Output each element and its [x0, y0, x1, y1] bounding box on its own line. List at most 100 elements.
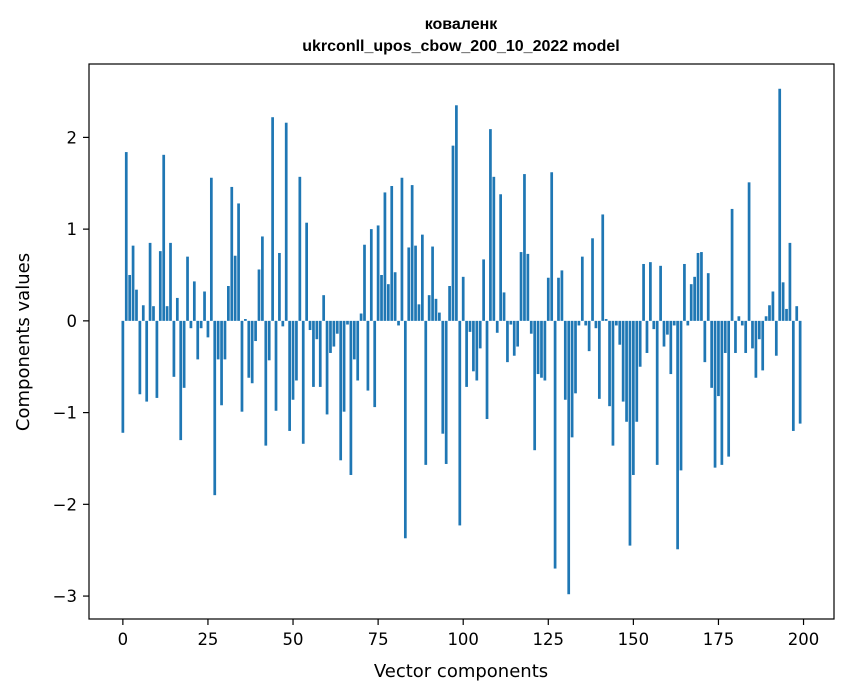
bar: [305, 222, 308, 321]
bar: [713, 320, 717, 468]
bar: [250, 320, 254, 384]
bar: [696, 252, 700, 321]
bar: [649, 262, 652, 321]
bar: [155, 320, 159, 398]
bar: [162, 154, 166, 321]
bar: [475, 320, 479, 381]
bar: [346, 320, 349, 325]
bar: [431, 246, 434, 321]
bar-series: [121, 88, 802, 595]
bar: [533, 320, 537, 451]
y-tick-label: −1: [53, 404, 77, 423]
bar: [672, 320, 676, 326]
bar: [795, 306, 799, 321]
bar: [604, 319, 608, 321]
bar: [240, 320, 244, 412]
y-tick-label: −3: [53, 587, 77, 606]
bar: [448, 286, 451, 321]
bar: [444, 320, 448, 464]
bar: [318, 320, 322, 387]
bar: [332, 320, 336, 347]
x-tick-label: 0: [118, 630, 129, 649]
bar: [230, 186, 234, 321]
bar: [322, 295, 326, 321]
bar: [591, 238, 594, 321]
y-tick-label: 2: [67, 128, 78, 147]
bar: [567, 320, 571, 595]
bar: [376, 225, 380, 321]
bar: [621, 320, 625, 402]
bar: [152, 306, 155, 321]
bar: [363, 244, 366, 321]
bar: [182, 320, 186, 388]
bar: [393, 272, 397, 321]
bar: [720, 320, 724, 465]
bar: [683, 263, 686, 321]
bar: [169, 242, 172, 321]
bar: [244, 319, 247, 321]
bar: [192, 281, 196, 321]
bar: [717, 320, 720, 397]
bar: [131, 245, 135, 321]
bar: [635, 320, 639, 422]
bar: [754, 320, 758, 378]
bar: [601, 214, 605, 321]
bar: [618, 320, 622, 345]
bar: [274, 320, 278, 411]
bar: [761, 320, 765, 371]
bar: [611, 320, 615, 446]
x-tick-label: 125: [533, 630, 565, 649]
bar: [526, 253, 530, 321]
bar: [138, 320, 142, 395]
bar: [798, 320, 802, 424]
y-tick-label: 0: [67, 312, 78, 331]
chart-title: коваленк: [425, 16, 499, 33]
bar: [472, 320, 475, 372]
bar: [679, 320, 683, 471]
bar: [281, 320, 285, 327]
bar: [247, 320, 251, 378]
bar: [791, 320, 795, 431]
bar: [227, 286, 230, 321]
bar: [730, 208, 734, 321]
bar: [587, 320, 591, 352]
bar: [553, 320, 557, 569]
bar: [669, 320, 673, 375]
bar: [199, 320, 203, 329]
bar: [301, 320, 305, 444]
plot-frame: [88, 63, 835, 620]
bar: [278, 252, 281, 321]
bar: [359, 313, 363, 321]
bar: [778, 88, 782, 321]
bar: [284, 122, 288, 321]
bar: [172, 320, 176, 377]
bar: [757, 320, 761, 340]
bar: [206, 320, 210, 338]
bar: [666, 320, 669, 335]
bar: [642, 263, 645, 321]
chart-subtitle: ukrconll_upos_cbow_200_10_2022 model: [302, 38, 619, 55]
bar: [315, 320, 319, 340]
bar: [482, 259, 485, 321]
bar: [434, 298, 438, 321]
bar: [495, 320, 499, 333]
bar: [580, 256, 584, 321]
bar: [335, 320, 339, 334]
bar: [689, 284, 693, 321]
bar: [550, 172, 554, 321]
bar: [614, 320, 618, 326]
bar: [356, 320, 360, 381]
bar: [485, 320, 489, 420]
bar: [271, 117, 274, 321]
bar: [288, 320, 291, 431]
bar: [737, 316, 741, 321]
bar: [659, 265, 662, 321]
bar: [523, 174, 526, 321]
bar: [706, 273, 710, 321]
bar: [734, 320, 737, 353]
bar: [492, 176, 496, 321]
x-tick-label: 200: [788, 630, 820, 649]
bar: [213, 320, 217, 496]
